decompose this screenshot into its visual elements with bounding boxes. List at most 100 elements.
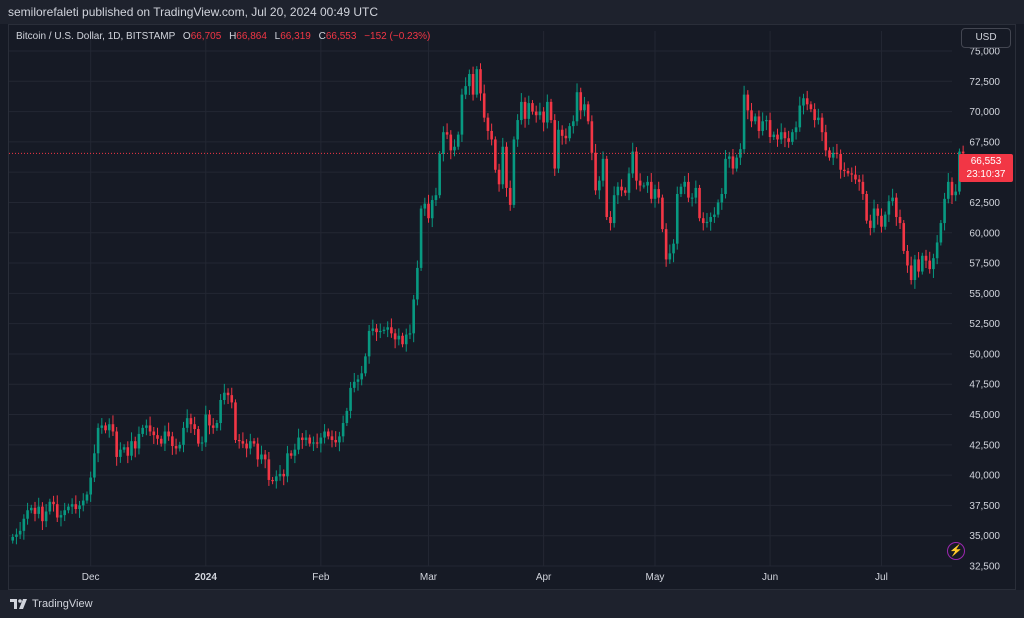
candle-body: [178, 444, 182, 449]
candle-body: [872, 208, 876, 228]
candle-body: [724, 158, 727, 194]
lightning-icon[interactable]: ⚡: [947, 542, 965, 560]
candle-body: [193, 424, 196, 430]
candle-body: [854, 174, 857, 180]
candle-body: [55, 504, 59, 518]
candle-body: [698, 187, 701, 219]
candle-body: [341, 423, 345, 437]
candle-body: [93, 453, 96, 478]
candle-body: [542, 111, 545, 123]
candle-body: [887, 201, 891, 215]
candle-body: [286, 453, 289, 477]
candle-body: [249, 441, 252, 449]
candle-body: [869, 220, 872, 228]
tradingview-logo-icon: [10, 599, 27, 609]
candle-body: [29, 507, 33, 511]
candle-body: [920, 255, 924, 272]
candle-body: [375, 328, 378, 333]
candle-body: [182, 427, 185, 445]
candle-body: [935, 242, 939, 259]
candle-body: [791, 132, 794, 142]
candle-body: [924, 255, 928, 261]
candle-body: [753, 116, 757, 122]
candle-body: [932, 258, 935, 270]
candle-body: [241, 441, 245, 444]
candle-body: [575, 92, 579, 122]
candle-body: [757, 116, 761, 131]
candle-body: [928, 260, 932, 270]
candle-body: [883, 214, 887, 227]
candle-body: [52, 501, 55, 505]
candle-body: [742, 94, 746, 150]
candle-body: [78, 505, 81, 510]
candle-body: [126, 447, 130, 456]
candle-body: [297, 437, 300, 450]
candle-body: [835, 152, 839, 154]
candle-body: [434, 195, 438, 201]
candle-body: [828, 150, 831, 158]
candle-body: [549, 101, 553, 121]
candle-body: [349, 387, 352, 411]
candle-body: [352, 381, 356, 388]
candle-body: [263, 454, 267, 460]
candle-body: [857, 179, 861, 182]
candle-body: [156, 435, 159, 439]
y-tick-label: 60,000: [969, 228, 1000, 239]
candle-body: [765, 120, 768, 122]
last-price-value: 66,553: [970, 156, 1002, 167]
candle-body: [67, 506, 70, 511]
x-tick-label: Dec: [82, 572, 100, 583]
candle-body: [661, 197, 664, 230]
candle-body: [794, 127, 798, 133]
candle-body: [950, 181, 954, 196]
y-tick-label: 57,500: [969, 259, 1000, 270]
candle-body: [824, 132, 828, 151]
candle-body: [22, 518, 26, 531]
candle-body: [63, 510, 66, 516]
candle-body: [739, 149, 742, 158]
candle-body: [520, 101, 523, 121]
candle-body: [657, 189, 661, 198]
candle-body: [416, 267, 419, 300]
candle-body: [813, 109, 816, 121]
candle-body: [445, 132, 449, 135]
candle-body: [278, 473, 282, 477]
candle-body: [41, 506, 44, 522]
candle-body: [642, 185, 646, 187]
candle-body: [468, 74, 471, 87]
candle-body: [304, 437, 308, 440]
candle-body: [174, 446, 178, 449]
candle-body: [122, 447, 126, 450]
candle-body: [449, 134, 453, 151]
candle-body: [516, 120, 519, 140]
tradingview-logo[interactable]: TradingView: [10, 598, 93, 610]
y-tick-label: 52,500: [969, 319, 1000, 330]
candle-body: [226, 392, 230, 396]
candle-body: [438, 154, 441, 196]
y-tick-label: 35,000: [969, 531, 1000, 542]
candle-body: [371, 328, 375, 331]
price-axis: 32,500 35,000 37,500 40,000 42,500 45,000 47,5…: [969, 47, 1000, 573]
candle-body: [200, 442, 204, 444]
candle-body: [705, 221, 709, 224]
y-tick-label: 40,000: [969, 471, 1000, 482]
candle-body: [234, 402, 237, 440]
x-tick-label: Feb: [312, 572, 330, 583]
candle-body: [382, 329, 386, 331]
candle-body: [137, 433, 141, 449]
candle-body: [256, 443, 260, 460]
y-tick-label: 47,500: [969, 380, 1000, 391]
candle-body: [805, 98, 809, 105]
candle-body: [145, 425, 148, 428]
candle-body: [197, 429, 200, 444]
candle-body: [189, 418, 193, 425]
candle-body: [687, 181, 690, 198]
candle-body: [456, 134, 460, 147]
change-value: −152 (−0.23%): [364, 31, 431, 42]
candle-body: [408, 333, 412, 335]
candle-body: [579, 92, 583, 111]
candle-body: [917, 259, 920, 272]
currency-button[interactable]: USD: [961, 28, 1011, 48]
candle-body: [486, 117, 490, 131]
